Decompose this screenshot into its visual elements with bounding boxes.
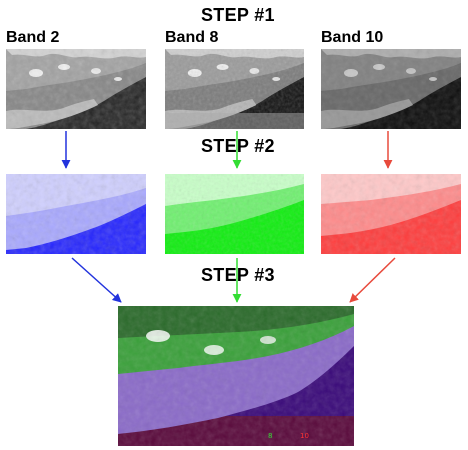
- band-8-label: Band 8: [165, 29, 219, 46]
- step-1-label: STEP #1: [201, 5, 275, 25]
- band-2-label: Band 2: [6, 29, 60, 46]
- band-10-label: Band 10: [321, 29, 384, 46]
- band-8-green-image: [165, 174, 304, 254]
- step-2-label: STEP #2: [201, 136, 275, 156]
- composite-image: 8 10: [118, 306, 354, 446]
- step-3-label: STEP #3: [201, 265, 275, 285]
- composite-label-green: 8: [268, 432, 273, 440]
- band-10-image: [321, 49, 461, 129]
- arrow-red-to-composite: [349, 257, 396, 303]
- band-8-image: [165, 49, 304, 129]
- band-2-blue-image: [6, 174, 146, 254]
- arrow-blue-to-composite: [71, 257, 122, 303]
- band-10-red-image: [321, 174, 461, 254]
- band-2-image: [6, 49, 146, 129]
- composite-label-red: 10: [300, 432, 309, 440]
